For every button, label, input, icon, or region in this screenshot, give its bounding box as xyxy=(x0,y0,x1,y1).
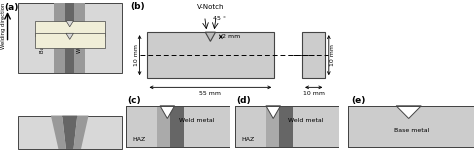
Text: (e): (e) xyxy=(351,96,365,105)
Polygon shape xyxy=(62,116,77,149)
Text: (d): (d) xyxy=(237,96,251,105)
Bar xyxy=(35,21,105,36)
Bar xyxy=(157,106,171,147)
Polygon shape xyxy=(205,32,216,41)
Text: (b): (b) xyxy=(130,2,145,11)
Text: V-Notch: V-Notch xyxy=(197,4,224,10)
Text: Welding direction: Welding direction xyxy=(1,3,6,49)
Bar xyxy=(235,106,339,147)
Polygon shape xyxy=(73,116,89,149)
Bar xyxy=(302,32,325,78)
Bar xyxy=(348,106,474,147)
Text: 10 mm: 10 mm xyxy=(303,91,325,96)
Polygon shape xyxy=(396,106,421,119)
Text: HAZ: HAZ xyxy=(57,32,62,44)
Text: (a): (a) xyxy=(4,3,18,12)
Bar xyxy=(54,3,65,73)
Text: 10 mm: 10 mm xyxy=(330,44,335,66)
Text: Base metal: Base metal xyxy=(40,23,45,53)
Text: 45 °: 45 ° xyxy=(213,16,226,21)
Text: 2 mm: 2 mm xyxy=(222,34,240,39)
Bar xyxy=(146,32,274,78)
Bar xyxy=(348,106,474,147)
Bar xyxy=(65,3,74,73)
Polygon shape xyxy=(51,116,66,149)
Text: Weld metal: Weld metal xyxy=(77,23,82,53)
Bar xyxy=(171,106,184,147)
Bar xyxy=(74,3,85,73)
Bar xyxy=(280,106,293,147)
Text: Weld metal: Weld metal xyxy=(288,118,323,123)
Bar xyxy=(235,106,339,147)
Polygon shape xyxy=(66,21,73,27)
Text: HAZ: HAZ xyxy=(133,137,146,142)
Text: 55 mm: 55 mm xyxy=(200,91,221,96)
Bar xyxy=(18,3,122,73)
Text: 10 mm: 10 mm xyxy=(134,44,139,66)
Bar xyxy=(18,116,122,149)
Text: Base metal: Base metal xyxy=(393,128,429,133)
Polygon shape xyxy=(160,106,174,119)
Text: Weld metal: Weld metal xyxy=(179,118,214,123)
Polygon shape xyxy=(266,106,281,119)
Bar xyxy=(126,106,230,147)
Text: HAZ: HAZ xyxy=(242,137,255,142)
Polygon shape xyxy=(66,33,73,39)
Bar xyxy=(35,33,105,48)
Bar xyxy=(126,106,230,147)
Text: (c): (c) xyxy=(128,96,141,105)
Bar xyxy=(266,106,280,147)
